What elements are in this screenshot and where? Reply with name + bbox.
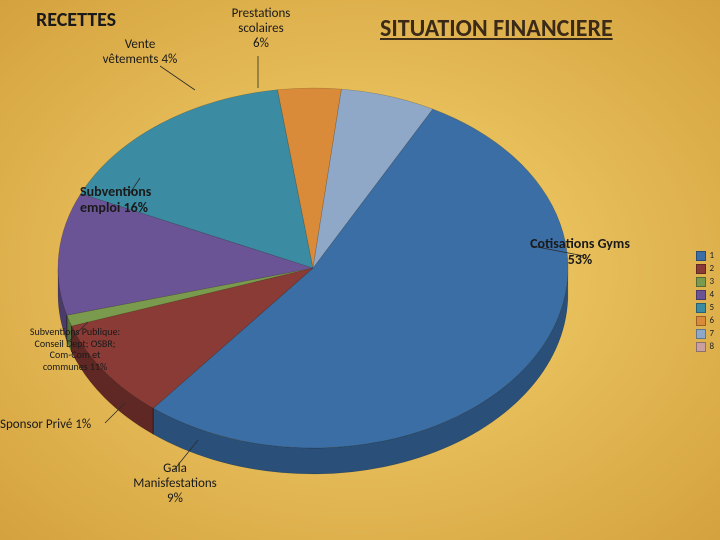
- legend-text: 8: [709, 341, 714, 352]
- label-cotisations: Cotisations Gyms53%: [505, 236, 655, 268]
- legend-text: 7: [709, 328, 714, 339]
- legend-swatch: [696, 290, 706, 300]
- legend-text: 1: [709, 250, 714, 261]
- label-gala: GalaManisfestations9%: [110, 462, 240, 507]
- label-presta: Prestationsscolaires6%: [206, 7, 316, 52]
- legend-text: 3: [709, 276, 714, 287]
- legend-swatch: [696, 264, 706, 274]
- legend-text: 2: [709, 263, 714, 274]
- label-subvpub: Subventions Publique:Conseil Dept; OSBR;…: [0, 326, 150, 372]
- pie-chart: [0, 0, 720, 540]
- legend-item-3: 3: [696, 276, 714, 287]
- legend-text: 5: [709, 302, 714, 313]
- legend-text: 6: [709, 315, 714, 326]
- legend-swatch: [696, 329, 706, 339]
- legend-item-1: 1: [696, 250, 714, 261]
- legend-swatch: [696, 303, 706, 313]
- legend-item-2: 2: [696, 263, 714, 274]
- legend-item-8: 8: [696, 341, 714, 352]
- legend: 1 2 3 4 5 6 7 8: [696, 250, 714, 354]
- label-subvemp: Subventionsemploi 16%: [80, 184, 220, 216]
- label-sponsor: Sponsor Privé 1%: [0, 418, 160, 433]
- legend-item-5: 5: [696, 302, 714, 313]
- legend-item-6: 6: [696, 315, 714, 326]
- legend-swatch: [696, 316, 706, 326]
- legend-text: 4: [709, 289, 714, 300]
- legend-swatch: [696, 251, 706, 261]
- legend-item-4: 4: [696, 289, 714, 300]
- legend-swatch: [696, 277, 706, 287]
- legend-swatch: [696, 342, 706, 352]
- legend-item-7: 7: [696, 328, 714, 339]
- label-vente: Ventevêtements 4%: [80, 38, 200, 68]
